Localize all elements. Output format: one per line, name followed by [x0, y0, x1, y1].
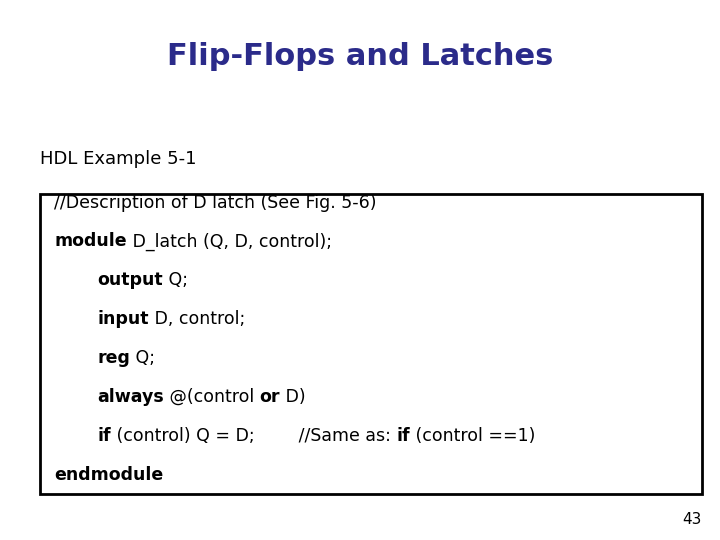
- Text: D_latch (Q, D, control);: D_latch (Q, D, control);: [127, 232, 332, 251]
- Text: output: output: [97, 271, 163, 289]
- Text: @(control: @(control: [164, 388, 260, 406]
- Text: or: or: [260, 388, 280, 406]
- Text: Q;: Q;: [130, 349, 155, 367]
- Text: module: module: [54, 232, 127, 251]
- Text: D): D): [280, 388, 306, 406]
- Text: if: if: [97, 427, 111, 445]
- Text: reg: reg: [97, 349, 130, 367]
- Text: Flip-Flops and Latches: Flip-Flops and Latches: [167, 42, 553, 71]
- Text: Q;: Q;: [163, 271, 188, 289]
- Text: if: if: [396, 427, 410, 445]
- Text: always: always: [97, 388, 164, 406]
- Text: HDL Example 5-1: HDL Example 5-1: [40, 150, 196, 168]
- Text: D, control;: D, control;: [149, 310, 245, 328]
- Text: input: input: [97, 310, 149, 328]
- Text: endmodule: endmodule: [54, 465, 163, 484]
- Text: (control ==1): (control ==1): [410, 427, 535, 445]
- Text: (control) Q = D;        //Same as:: (control) Q = D; //Same as:: [111, 427, 396, 445]
- Text: //Description of D latch (See Fig. 5-6): //Description of D latch (See Fig. 5-6): [54, 193, 377, 212]
- Text: 43: 43: [683, 511, 702, 526]
